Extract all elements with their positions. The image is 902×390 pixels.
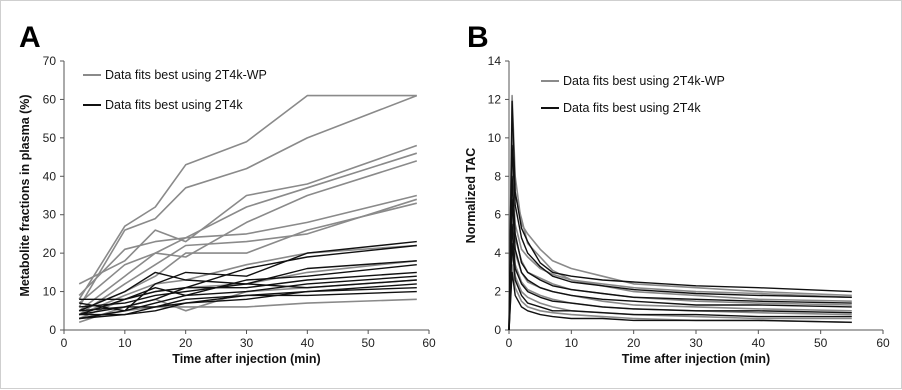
y-tick-label: 8 <box>494 169 501 183</box>
x-tick-label: 50 <box>361 336 375 350</box>
series-group <box>508 94 852 331</box>
x-tick-label: 0 <box>61 336 68 350</box>
series-line-wp-3 <box>78 152 418 296</box>
series-line-k-17 <box>79 275 417 320</box>
x-tick-label: 60 <box>876 336 890 350</box>
series-line-k-14 <box>508 271 852 331</box>
chart-panel-b: B 0 2 4 6 8 10 12 14 0 10 20 30 40 50 60 Time after inje… <box>464 21 890 366</box>
series-line-wp-4 <box>78 160 418 304</box>
series-line-k-14 <box>78 260 417 312</box>
panel-letter: A <box>19 21 41 54</box>
legend-label: Data fits best using 2T4k-WP <box>563 74 725 88</box>
panel-letter: B <box>467 21 489 54</box>
legend-label: Data fits best using 2T4k <box>105 98 243 112</box>
series-line-wp-1 <box>78 94 418 308</box>
series-line-k-13 <box>508 242 852 331</box>
series-line-k-21 <box>79 290 417 320</box>
y-tick-label: 4 <box>494 246 501 260</box>
y-axis-title: Normalized TAC <box>464 148 478 244</box>
series-line-k-16 <box>79 271 417 300</box>
x-tick-label: 30 <box>240 336 254 350</box>
legend-label: Data fits best using 2T4k <box>563 101 701 115</box>
y-tick-label: 70 <box>43 54 57 68</box>
y-tick-label: 10 <box>43 285 57 299</box>
y-tick-label: 6 <box>494 208 501 222</box>
x-tick-label: 40 <box>301 336 315 350</box>
x-tick-label: 10 <box>565 336 579 350</box>
series-line-k-11 <box>508 198 852 331</box>
x-axis-title: Time after injection (min) <box>172 352 320 366</box>
series-line-k-18 <box>79 279 417 308</box>
y-tick-label: 14 <box>488 54 502 68</box>
y-tick-label: 2 <box>494 285 501 299</box>
y-tick-label: 50 <box>43 131 57 145</box>
series-line-k-10 <box>508 175 852 331</box>
y-tick-label: 40 <box>43 169 57 183</box>
legend-label: Data fits best using 2T4k-WP <box>105 68 267 82</box>
series-group <box>78 94 418 324</box>
series-line-wp-3 <box>508 194 852 331</box>
x-tick-label: 0 <box>506 336 513 350</box>
y-axis-title: Metabolite fractions in plasma (%) <box>18 94 32 296</box>
x-tick-label: 50 <box>814 336 828 350</box>
y-tick-label: 10 <box>488 131 502 145</box>
y-tick-label: 0 <box>494 323 501 337</box>
x-tick-label: 30 <box>689 336 703 350</box>
y-tick-label: 30 <box>43 208 57 222</box>
x-tick-label: 20 <box>179 336 193 350</box>
legend: Data fits best using 2T4k-WP Data fits be… <box>541 74 725 115</box>
series-line-wp-2 <box>78 144 418 285</box>
y-tick-label: 20 <box>43 246 57 260</box>
chart-panel-a: A 0 10 20 30 40 50 60 70 0 10 20 30 40 50 60 Time after … <box>18 21 436 366</box>
y-tick-label: 12 <box>488 92 502 106</box>
y-tick-label: 0 <box>49 323 56 337</box>
series-line-wp-5 <box>78 194 417 312</box>
x-tick-label: 40 <box>752 336 766 350</box>
x-tick-label: 10 <box>118 336 132 350</box>
x-axis-title: Time after injection (min) <box>622 352 770 366</box>
x-tick-label: 20 <box>627 336 641 350</box>
x-tick-label: 60 <box>422 336 436 350</box>
y-tick-label: 60 <box>43 92 57 106</box>
series-line-wp-6 <box>78 198 418 316</box>
series-line-k-9 <box>508 144 852 331</box>
series-line-k-12 <box>508 223 852 331</box>
series-line-wp-0 <box>78 94 417 300</box>
legend: Data fits best using 2T4k-WP Data fits be… <box>83 68 267 112</box>
